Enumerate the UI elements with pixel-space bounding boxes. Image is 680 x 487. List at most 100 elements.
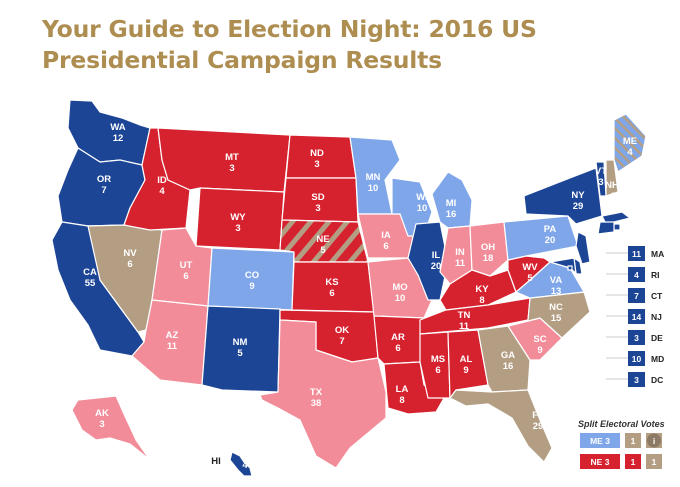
- state-label-ms: MS: [431, 354, 445, 365]
- state-label-or: OR: [97, 174, 111, 185]
- state-votes-or: 7: [101, 185, 106, 196]
- state-label-me: ME: [623, 136, 637, 147]
- state-label-wv: WV: [522, 262, 538, 273]
- state-mn: [349, 136, 401, 215]
- state-votes-mt: 3: [229, 163, 234, 174]
- state-ny: [523, 167, 603, 225]
- state-nm: [201, 305, 281, 393]
- state-votes-tn: 11: [459, 321, 470, 332]
- state-votes-ms: 6: [435, 365, 440, 376]
- state-label-fl: FL: [532, 410, 544, 421]
- state-votes-ky: 8: [479, 295, 484, 306]
- state-label-vt: VT: [595, 166, 607, 177]
- state-votes-la: 8: [399, 395, 404, 406]
- small-state-abbr-ma: MA: [651, 249, 664, 259]
- info-icon-glyph: i: [653, 436, 655, 446]
- split-votes-legend-title: Split Electoral Votes: [578, 419, 665, 429]
- state-label-il: IL: [432, 250, 441, 261]
- small-state-box-ri: [628, 267, 645, 282]
- state-label-nm: NM: [233, 337, 248, 348]
- small-state-box-ma: [628, 246, 645, 261]
- state-votes-mi: 16: [446, 209, 457, 220]
- state-hi: [229, 451, 253, 477]
- state-label-nh: NH: [605, 180, 619, 191]
- state-label-wi: WI: [416, 192, 428, 203]
- state-votes-oh: 18: [483, 253, 494, 264]
- small-state-votes-dc: 3: [634, 375, 639, 385]
- state-label-ky: KY: [475, 284, 489, 295]
- small-state-abbr-md: MD: [651, 354, 664, 364]
- state-votes-ga: 16: [503, 361, 514, 372]
- split-row-main-0: [580, 433, 620, 448]
- small-state-box-md: [628, 351, 645, 366]
- state-votes-hi: 4: [242, 460, 248, 471]
- state-ms: [419, 331, 451, 399]
- split-row-main-1: [580, 454, 620, 469]
- state-votes-nd: 3: [314, 159, 319, 170]
- state-votes-ok: 7: [339, 336, 344, 347]
- small-state-box-dc: [628, 372, 645, 387]
- state-votes-co: 9: [249, 281, 254, 292]
- state-ct: [597, 221, 615, 235]
- state-votes-ks: 6: [329, 288, 334, 299]
- state-label-az: AZ: [166, 330, 179, 341]
- page-title: Your Guide to Election Night: 2016 US Pr…: [42, 15, 537, 74]
- state-votes-pa: 20: [545, 235, 556, 246]
- state-votes-sc: 9: [537, 345, 542, 356]
- state-label-ny: NY: [571, 190, 585, 201]
- state-votes-nc: 15: [551, 313, 562, 324]
- state-votes-ia: 6: [383, 241, 388, 252]
- state-votes-tx: 38: [311, 398, 322, 409]
- state-label-in: IN: [455, 247, 465, 258]
- state-label-pa: PA: [544, 224, 557, 235]
- state-il: [407, 221, 449, 301]
- info-icon[interactable]: [647, 433, 661, 448]
- state-mt: [157, 127, 291, 193]
- split-row-0-extra-0: [625, 433, 641, 448]
- state-pa: [503, 215, 579, 261]
- state-label-tn: TN: [458, 310, 471, 321]
- state-label-va: VA: [550, 275, 563, 286]
- state-label-co: CO: [245, 270, 259, 281]
- state-votes-fl: 29: [533, 421, 544, 432]
- state-votes-id: 4: [159, 186, 165, 197]
- state-label-wa: WA: [110, 122, 125, 133]
- state-label-ne: NE: [316, 234, 329, 245]
- state-label-ks: KS: [325, 277, 338, 288]
- state-label-ca: CA: [83, 267, 97, 278]
- state-label-mn: MN: [366, 172, 381, 183]
- state-votes-nh: 4: [609, 191, 615, 202]
- state-label-ga: GA: [501, 350, 515, 361]
- state-label-nv: NV: [123, 248, 137, 259]
- state-votes-mo: 10: [395, 293, 406, 304]
- state-oh: [469, 221, 509, 277]
- state-label-mo: MO: [392, 282, 407, 293]
- small-state-abbr-ri: RI: [651, 270, 660, 280]
- state-votes-sd: 3: [315, 203, 320, 214]
- state-dc: [567, 265, 573, 271]
- state-tx: [259, 319, 387, 469]
- state-label-ar: AR: [391, 332, 405, 343]
- state-label-sd: SD: [311, 192, 324, 203]
- state-votes-ak: 3: [99, 419, 104, 430]
- state-md: [549, 257, 585, 281]
- split-row-1-extra-val-1: 1: [652, 457, 657, 467]
- small-state-box-de: [628, 330, 645, 345]
- state-votes-wi: 10: [417, 203, 428, 214]
- state-label-ut: UT: [180, 260, 193, 271]
- state-nh: [605, 159, 619, 197]
- small-state-abbr-ct: CT: [651, 291, 663, 301]
- state-label-al: AL: [460, 354, 473, 365]
- small-state-box-ct: [628, 288, 645, 303]
- state-label-oh: OH: [481, 242, 495, 253]
- small-state-box-nj: [628, 309, 645, 324]
- state-ma: [601, 211, 631, 225]
- state-label-ia: IA: [381, 230, 391, 241]
- state-votes-ut: 6: [183, 271, 188, 282]
- state-label-nc: NC: [549, 302, 563, 313]
- split-row-1-extra-0: [625, 454, 641, 469]
- state-label-sc: SC: [533, 334, 546, 345]
- state-label-hi: HI: [211, 456, 221, 467]
- state-votes-me: 4: [627, 147, 633, 158]
